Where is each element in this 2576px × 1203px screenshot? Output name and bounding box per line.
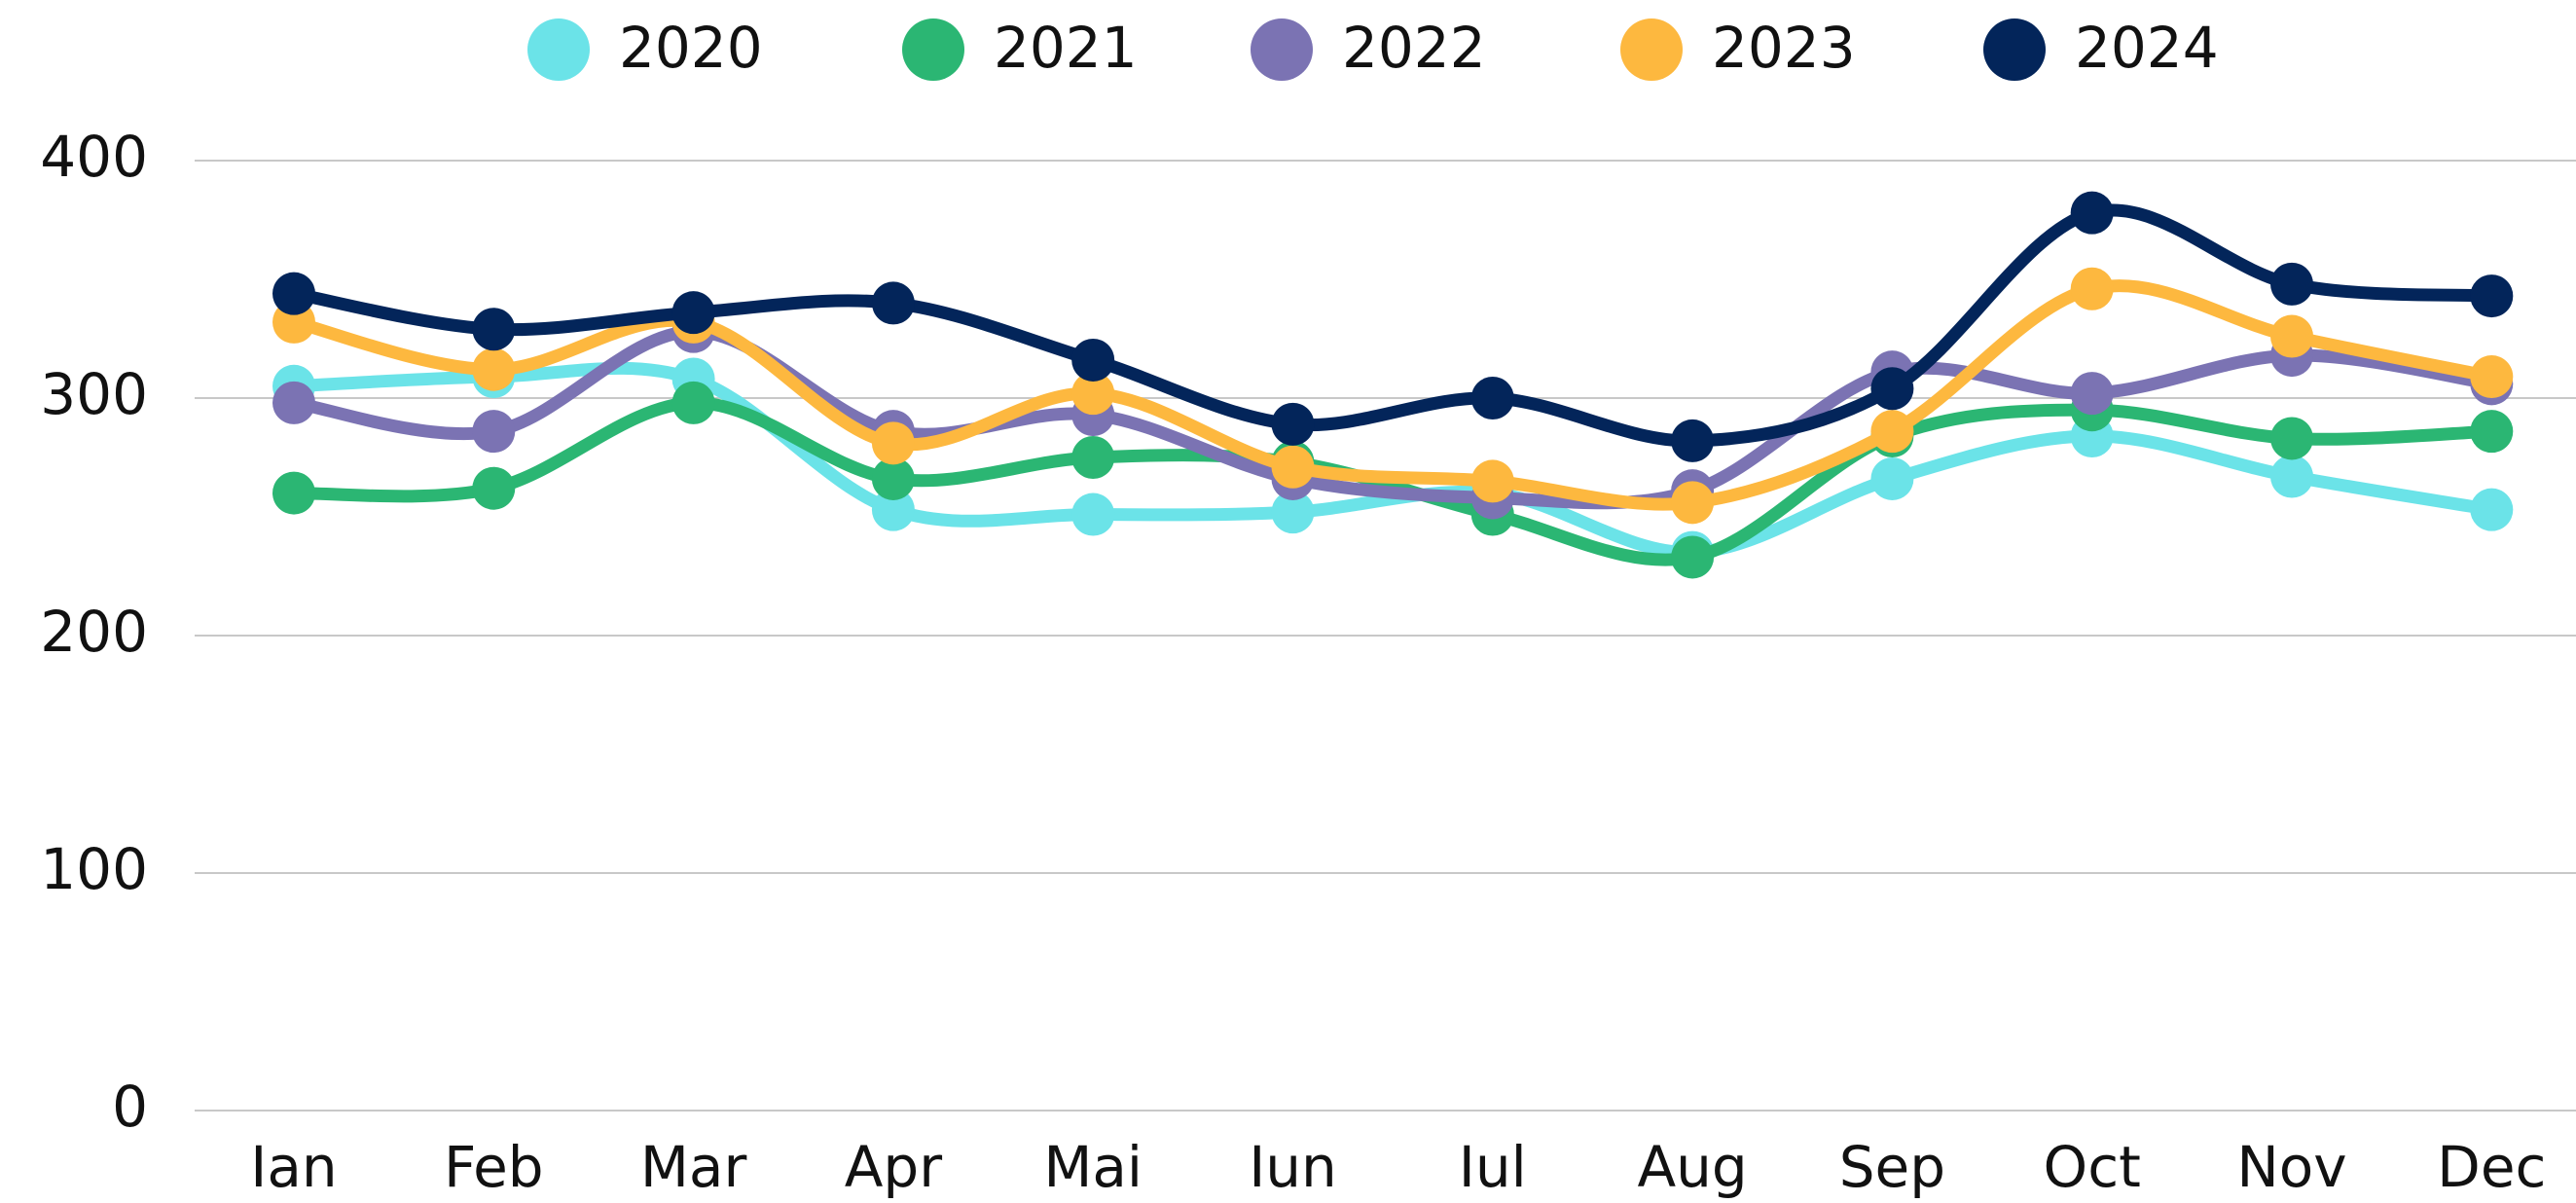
data-point bbox=[1071, 436, 1115, 479]
data-point bbox=[1870, 367, 1914, 411]
x-tick-label: Apr bbox=[845, 1134, 942, 1200]
x-tick-label: Aug bbox=[1637, 1134, 1747, 1200]
data-point bbox=[472, 347, 516, 391]
x-tick-label: Iul bbox=[1459, 1134, 1527, 1200]
legend-label: 2024 bbox=[2075, 15, 2219, 81]
legend-marker bbox=[1620, 18, 1683, 81]
data-point bbox=[1071, 372, 1115, 416]
data-point bbox=[2270, 417, 2313, 460]
data-point bbox=[272, 381, 315, 424]
x-tick-label: Nov bbox=[2236, 1134, 2346, 1200]
data-point bbox=[1671, 535, 1715, 579]
data-point bbox=[1671, 419, 1715, 462]
x-tick-label: Ian bbox=[250, 1134, 337, 1200]
data-point bbox=[871, 421, 915, 465]
y-tick-label: 400 bbox=[40, 124, 148, 190]
data-point bbox=[2070, 372, 2114, 416]
data-point bbox=[2070, 191, 2114, 235]
x-tick-label: Mar bbox=[640, 1134, 747, 1200]
data-point bbox=[2270, 314, 2313, 358]
data-point bbox=[2470, 488, 2514, 531]
legend-marker bbox=[902, 18, 964, 81]
y-tick-label: 0 bbox=[112, 1074, 148, 1140]
data-point bbox=[272, 471, 315, 515]
series-line bbox=[287, 361, 2498, 560]
data-point bbox=[1271, 491, 1315, 534]
x-tick-label: Sep bbox=[1839, 1134, 1945, 1200]
data-point bbox=[1271, 402, 1315, 446]
data-point bbox=[1870, 410, 1914, 454]
y-tick-label: 100 bbox=[40, 836, 148, 902]
data-point bbox=[1671, 481, 1715, 525]
data-point bbox=[1470, 459, 1514, 503]
data-point bbox=[2470, 355, 2514, 399]
data-point bbox=[2470, 410, 2514, 454]
y-tick-label: 200 bbox=[40, 599, 148, 665]
data-point bbox=[1271, 445, 1315, 489]
data-point bbox=[671, 291, 715, 335]
data-point bbox=[871, 488, 915, 531]
data-point bbox=[2270, 262, 2313, 306]
x-tick-label: Iun bbox=[1249, 1134, 1337, 1200]
x-tick-label: Mai bbox=[1043, 1134, 1143, 1200]
data-point bbox=[1870, 456, 1914, 500]
series-line bbox=[287, 203, 2498, 448]
data-point bbox=[871, 281, 915, 325]
legend-marker bbox=[1983, 18, 2046, 81]
data-point bbox=[272, 272, 315, 315]
data-point bbox=[671, 381, 715, 424]
legend-label: 2022 bbox=[1342, 15, 1486, 81]
data-point bbox=[1071, 492, 1115, 536]
legend-label: 2023 bbox=[1712, 15, 1856, 81]
legend-marker bbox=[527, 18, 590, 81]
data-point bbox=[1470, 377, 1514, 419]
legend-label: 2020 bbox=[619, 15, 763, 81]
data-point bbox=[1071, 338, 1115, 382]
x-tick-label: Feb bbox=[444, 1134, 544, 1200]
data-point bbox=[472, 466, 516, 510]
data-point bbox=[472, 410, 516, 454]
data-point bbox=[2470, 274, 2514, 318]
data-point bbox=[472, 308, 516, 351]
x-tick-label: Dec bbox=[2437, 1134, 2546, 1200]
data-point bbox=[2070, 267, 2114, 310]
x-tick-label: Oct bbox=[2044, 1134, 2141, 1200]
legend-label: 2021 bbox=[994, 15, 1138, 81]
legend-marker bbox=[1251, 18, 1313, 81]
data-point bbox=[871, 456, 915, 500]
y-tick-label: 300 bbox=[40, 361, 148, 427]
data-point bbox=[2270, 455, 2313, 498]
